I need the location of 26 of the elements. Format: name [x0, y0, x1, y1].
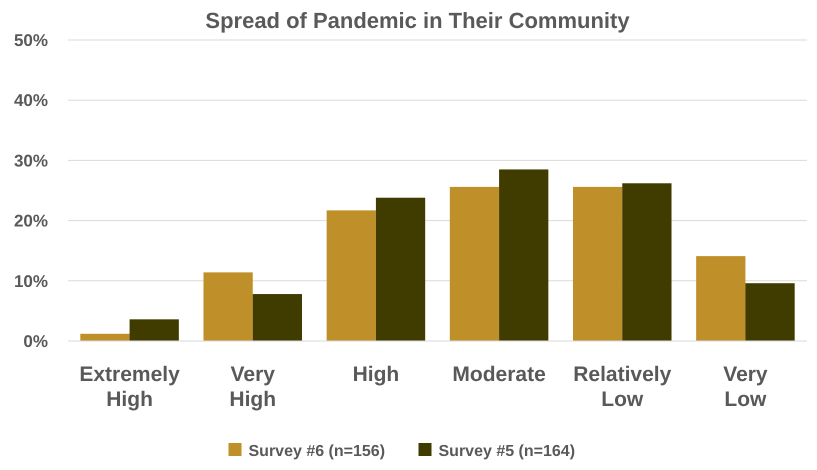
bar	[252, 294, 302, 341]
x-tick-label: High	[352, 363, 400, 386]
x-tick-label: Moderate	[452, 363, 546, 386]
bar	[326, 210, 376, 341]
bar	[130, 319, 179, 341]
x-tick-label: Relatively Low	[573, 363, 672, 411]
bar	[499, 169, 548, 341]
bar	[450, 186, 500, 341]
bar	[203, 272, 253, 341]
y-tick-label: 50%	[14, 30, 48, 50]
x-tick-label: Extremely High	[79, 363, 180, 411]
y-tick-label: 40%	[14, 91, 48, 110]
chart-title: Spread of Pandemic in Their Community	[205, 8, 630, 33]
bar	[622, 183, 672, 341]
bar	[376, 198, 426, 341]
x-tick-label: Very High	[229, 363, 276, 411]
bar	[696, 256, 746, 341]
y-tick-label: 0%	[23, 332, 48, 351]
x-tick-label: Very Low	[723, 363, 768, 411]
y-tick-label: 30%	[14, 151, 48, 170]
legend-label: Survey #5 (n=164)	[438, 443, 576, 460]
y-tick-label: 10%	[14, 272, 48, 291]
bar	[572, 186, 622, 341]
legend-label: Survey #6 (n=156)	[248, 443, 386, 460]
y-tick-label: 20%	[14, 212, 48, 231]
bar	[745, 283, 795, 341]
